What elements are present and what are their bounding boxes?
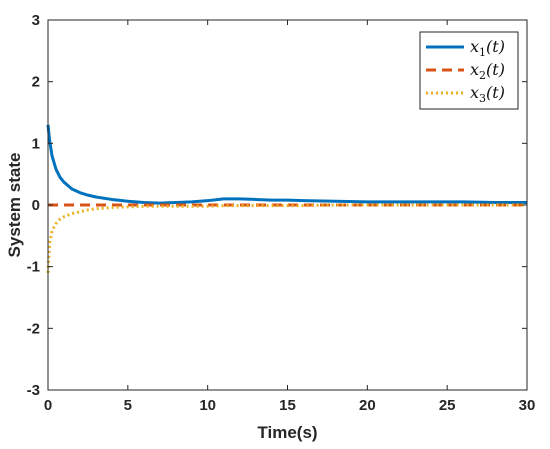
x-tick-label: 30: [519, 397, 536, 414]
y-axis-label: System state: [5, 153, 24, 258]
legend-label-tail: (t): [486, 37, 505, 56]
ticks-layer: 0 5 10 15 20 25 30 -3 -2 -1 0 1 2 3: [27, 12, 536, 414]
series-line-1: [46, 124, 527, 205]
legend-label-main: x: [470, 83, 479, 102]
y-tick-label: -1: [27, 259, 40, 276]
x-tick-label: 20: [359, 397, 376, 414]
y-tick-label: 1: [32, 135, 40, 152]
legend-label-subscript: 2: [479, 69, 486, 82]
legend-label-main: x: [470, 37, 479, 56]
legend-label-tail: (t): [486, 60, 505, 79]
legend-label-tail: (t): [486, 83, 505, 102]
legend-label-3: x3(t): [470, 83, 505, 105]
legend: x1(t)x2(t)x3(t): [419, 31, 519, 110]
y-tick-label: 3: [32, 12, 40, 29]
x-tick-label: 0: [44, 397, 52, 414]
x-tick-label: 5: [124, 397, 132, 414]
x-tick-label: 25: [439, 397, 456, 414]
legend-label-1: x1(t): [470, 37, 505, 59]
legend-label-main: x: [470, 60, 479, 79]
y-tick-label: -2: [27, 320, 40, 337]
x-tick-label: 15: [279, 397, 296, 414]
y-tick-label: 2: [32, 74, 40, 91]
legend-label-subscript: 1: [479, 46, 486, 59]
x-axis-label: Time(s): [257, 423, 317, 442]
series-line-3: [46, 203, 527, 273]
x-tick-label: 10: [199, 397, 216, 414]
y-tick-label: 0: [32, 197, 40, 214]
legend-label-2: x2(t): [470, 60, 505, 82]
legend-label-subscript: 3: [479, 92, 486, 105]
series-layer: [46, 124, 527, 273]
y-tick-label: -3: [27, 382, 40, 399]
plot-frame: [47, 19, 528, 391]
legend-box: [419, 31, 519, 110]
